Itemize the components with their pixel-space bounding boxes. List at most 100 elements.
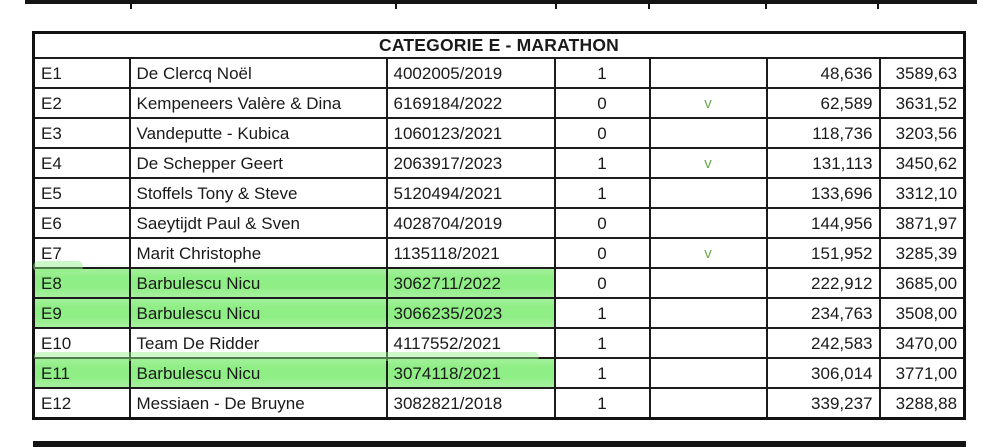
row-licence-cell: 3074118/2021 (385, 357, 556, 389)
row-name-cell: Vandeputte - Kubica (128, 117, 388, 149)
row-check-cell (648, 357, 768, 389)
row-licence-cell: 1135118/2021 (385, 237, 556, 269)
row-check-cell: v (648, 237, 768, 269)
table-row: E8 Barbulescu Nicu 3062711/2022 0 222,91… (32, 267, 966, 299)
row-name-cell: Saeytijdt Paul & Sven (128, 207, 388, 239)
category-results-table: CATEGORIE E - MARATHON E1 De Clercq Noël… (32, 31, 967, 420)
row-name-cell: De Schepper Geert (128, 147, 388, 179)
row-name-cell: Stoffels Tony & Steve (128, 177, 388, 209)
row-flag-cell: 0 (553, 207, 651, 239)
row-flag-cell: 0 (553, 267, 651, 299)
row-value1-cell: 144,956 (765, 207, 881, 239)
row-value2-cell: 3285,39 (878, 237, 966, 269)
row-id-cell: E2 (32, 87, 131, 119)
bottom-table-remnant-border (33, 441, 966, 447)
row-name-cell: Barbulescu Nicu (128, 357, 388, 389)
row-name-cell: Team De Ridder (128, 327, 388, 359)
table-row: E12 Messiaen - De Bruyne 3082821/2018 1 … (32, 387, 966, 420)
row-licence-cell: 2063917/2023 (385, 147, 556, 179)
row-id-cell: E3 (32, 117, 131, 149)
row-check-cell (648, 267, 768, 299)
table-row: E5 Stoffels Tony & Steve 5120494/2021 1 … (32, 177, 966, 209)
top-table-remnant-divider (555, 0, 557, 9)
row-licence-cell: 3062711/2022 (385, 267, 556, 299)
row-licence-cell: 3082821/2018 (385, 387, 556, 420)
row-licence-cell: 1060123/2021 (385, 117, 556, 149)
table-row: E7 Marit Christophe 1135118/2021 0 v 151… (32, 237, 966, 269)
row-value2-cell: 3685,00 (878, 267, 966, 299)
row-flag-cell: 1 (553, 357, 651, 389)
row-id-cell: E12 (32, 387, 131, 420)
row-flag-cell: 1 (553, 327, 651, 359)
row-name-cell: Barbulescu Nicu (128, 267, 388, 299)
row-id-cell: E11 (32, 357, 131, 389)
row-value2-cell: 3508,00 (878, 297, 966, 329)
row-check-cell (648, 387, 768, 420)
row-value2-cell: 3450,62 (878, 147, 966, 179)
row-flag-cell: 1 (553, 297, 651, 329)
row-value1-cell: 62,589 (765, 87, 881, 119)
table-row: E6 Saeytijdt Paul & Sven 4028704/2019 0 … (32, 207, 966, 239)
row-value1-cell: 242,583 (765, 327, 881, 359)
row-value1-cell: 151,952 (765, 237, 881, 269)
row-value1-cell: 339,237 (765, 387, 881, 420)
table-row: E2 Kempeneers Valère & Dina 6169184/2022… (32, 87, 966, 119)
row-flag-cell: 0 (553, 117, 651, 149)
table-header-row: CATEGORIE E - MARATHON (32, 31, 966, 59)
top-table-remnant-divider (877, 0, 879, 9)
row-licence-cell: 3066235/2023 (385, 297, 556, 329)
table-row: E1 De Clercq Noël 4002005/2019 1 48,636 … (32, 57, 966, 89)
row-name-cell: De Clercq Noël (128, 57, 388, 89)
row-value2-cell: 3288,88 (878, 387, 966, 420)
row-check-cell (648, 207, 768, 239)
table-row: E4 De Schepper Geert 2063917/2023 1 v 13… (32, 147, 966, 179)
row-check-cell: v (648, 147, 768, 179)
row-name-cell: Kempeneers Valère & Dina (128, 87, 388, 119)
row-check-cell (648, 327, 768, 359)
row-licence-cell: 5120494/2021 (385, 177, 556, 209)
row-licence-cell: 4117552/2021 (385, 327, 556, 359)
row-value1-cell: 131,113 (765, 147, 881, 179)
table-title: CATEGORIE E - MARATHON (32, 31, 966, 59)
row-check-cell (648, 57, 768, 89)
row-value1-cell: 222,912 (765, 267, 881, 299)
row-value2-cell: 3771,00 (878, 357, 966, 389)
top-table-remnant-border (25, 0, 977, 4)
row-value1-cell: 133,696 (765, 177, 881, 209)
table-row: E10 Team De Ridder 4117552/2021 1 242,58… (32, 327, 966, 359)
row-value2-cell: 3203,56 (878, 117, 966, 149)
row-id-cell: E4 (32, 147, 131, 179)
row-licence-cell: 4002005/2019 (385, 57, 556, 89)
row-check-cell (648, 297, 768, 329)
row-id-cell: E9 (32, 297, 131, 329)
top-table-remnant-divider (395, 0, 397, 9)
row-flag-cell: 1 (553, 57, 651, 89)
row-value1-cell: 118,736 (765, 117, 881, 149)
top-table-remnant-divider (648, 0, 650, 9)
row-value2-cell: 3871,97 (878, 207, 966, 239)
top-table-remnant-divider (130, 0, 132, 9)
row-flag-cell: 0 (553, 87, 651, 119)
table-row: E11 Barbulescu Nicu 3074118/2021 1 306,0… (32, 357, 966, 389)
row-id-cell: E7 (32, 237, 131, 269)
row-id-cell: E1 (32, 57, 131, 89)
row-id-cell: E8 (32, 267, 131, 299)
row-value1-cell: 48,636 (765, 57, 881, 89)
row-check-cell (648, 177, 768, 209)
row-name-cell: Marit Christophe (128, 237, 388, 269)
row-flag-cell: 1 (553, 177, 651, 209)
row-value2-cell: 3470,00 (878, 327, 966, 359)
row-value1-cell: 234,763 (765, 297, 881, 329)
row-licence-cell: 6169184/2022 (385, 87, 556, 119)
row-licence-cell: 4028704/2019 (385, 207, 556, 239)
row-value2-cell: 3312,10 (878, 177, 966, 209)
row-id-cell: E5 (32, 177, 131, 209)
row-value1-cell: 306,014 (765, 357, 881, 389)
row-value2-cell: 3589,63 (878, 57, 966, 89)
row-id-cell: E6 (32, 207, 131, 239)
row-check-cell: v (648, 87, 768, 119)
row-name-cell: Messiaen - De Bruyne (128, 387, 388, 420)
top-table-remnant-divider (765, 0, 767, 9)
row-id-cell: E10 (32, 327, 131, 359)
row-value2-cell: 3631,52 (878, 87, 966, 119)
